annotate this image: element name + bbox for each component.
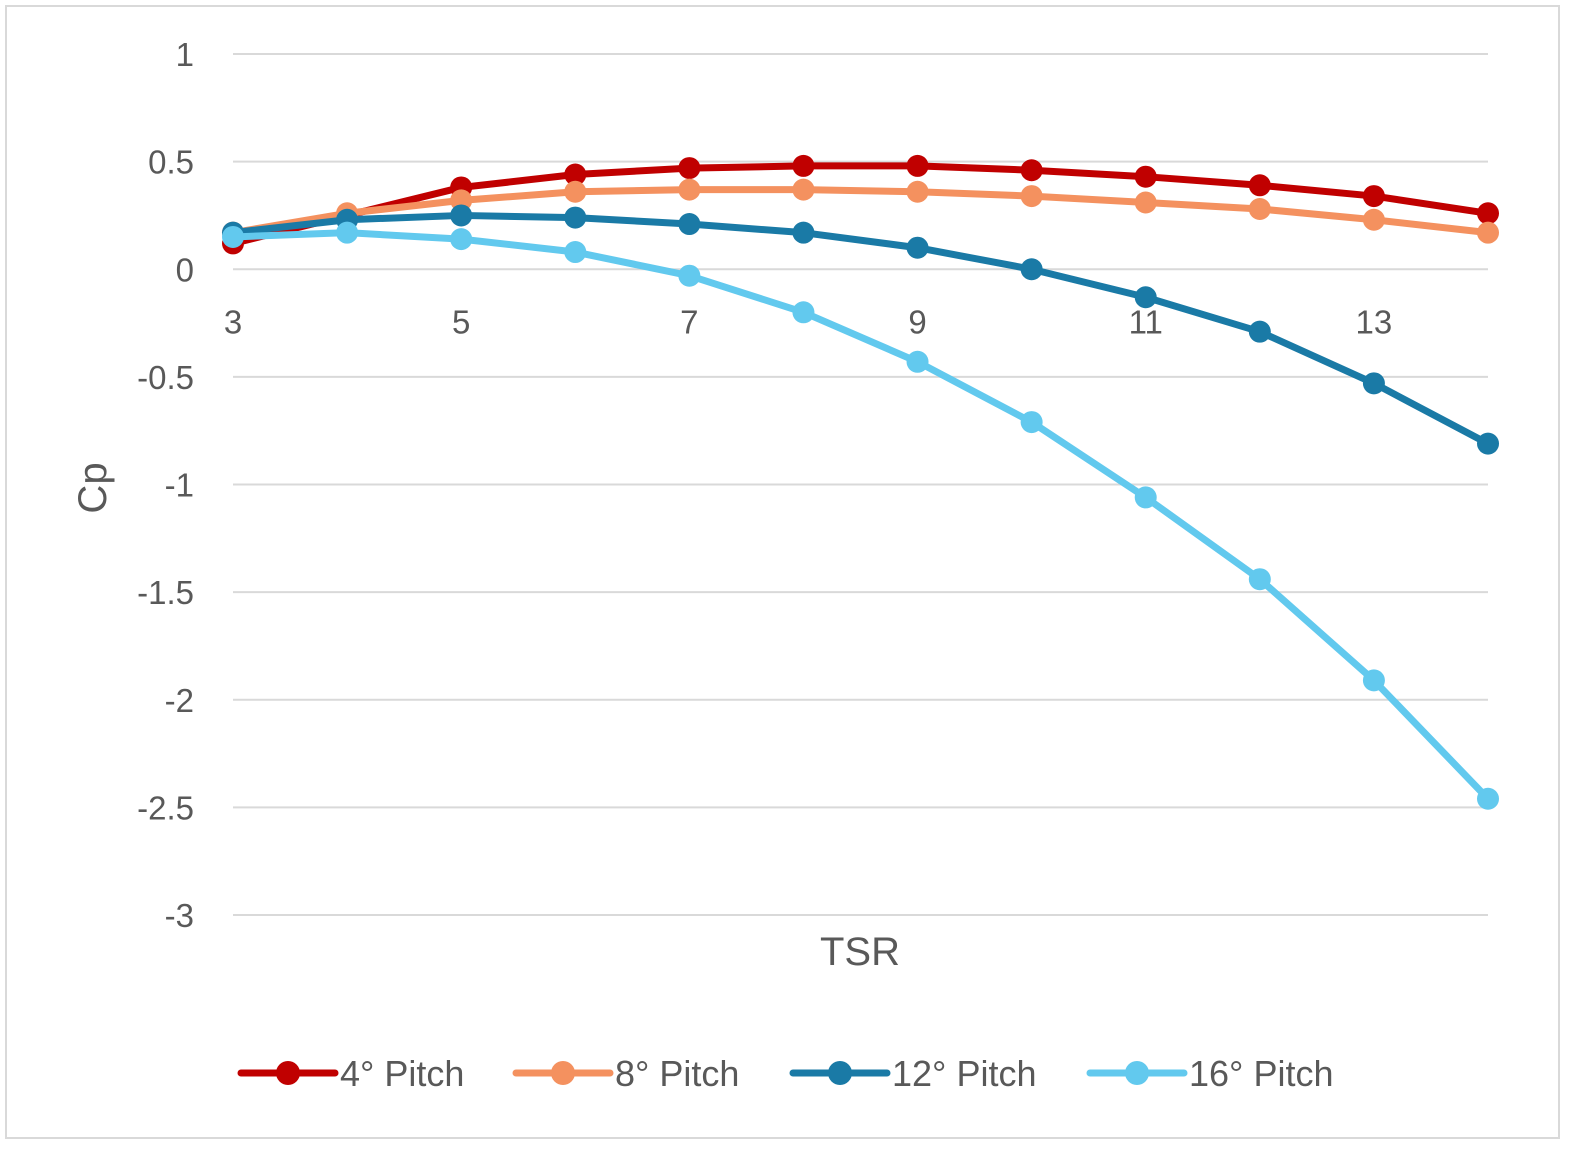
x-tick-label: 13 (1356, 303, 1393, 340)
x-axis-ticks: 3 5 7 9 11 13 (224, 303, 1392, 340)
data-point (678, 178, 701, 201)
data-point (906, 154, 929, 177)
data-point (1020, 159, 1043, 182)
data-point (222, 225, 244, 248)
data-point (1477, 202, 1499, 225)
data-point (1248, 174, 1271, 197)
data-point (564, 163, 587, 186)
legend-label: 16° Pitch (1189, 1053, 1333, 1094)
legend-marker-swatch (551, 1061, 575, 1085)
legend-label: 8° Pitch (615, 1053, 739, 1094)
data-point (678, 264, 701, 287)
data-point (678, 157, 701, 180)
series-line (229, 162, 1492, 247)
y-tick-label: -1.5 (137, 574, 194, 611)
series-4 (222, 221, 1499, 810)
data-point (792, 154, 815, 177)
data-point (1020, 258, 1043, 281)
series-line (229, 211, 1492, 448)
y-tick-label: -3 (165, 897, 194, 934)
y-tick-label: 1 (176, 36, 194, 73)
y-tick-label: -2 (165, 682, 194, 719)
data-point (564, 206, 587, 229)
data-point (1362, 372, 1385, 395)
legend-marker-swatch (1125, 1061, 1149, 1085)
x-axis-title: TSR (820, 930, 900, 974)
data-point (1477, 221, 1499, 244)
legend-marker-swatch (276, 1061, 300, 1085)
x-tick-label: 11 (1129, 303, 1163, 340)
legend: 4° Pitch 8° Pitch 12° Pitch 16° Pitch (237, 1053, 1333, 1094)
data-point (1477, 432, 1499, 455)
data-point (1362, 185, 1385, 208)
legend-item: 12° Pitch (789, 1053, 1036, 1094)
legend-marker-swatch (828, 1061, 852, 1085)
data-point (1134, 191, 1157, 214)
data-point (564, 180, 587, 203)
x-tick-label: 3 (224, 303, 242, 340)
chart-frame (5, 5, 1560, 1139)
data-point (450, 189, 473, 212)
data-point (906, 350, 929, 373)
data-point (792, 221, 815, 244)
x-tick-label: 5 (452, 303, 470, 340)
data-point (1134, 165, 1157, 188)
data-point (1362, 208, 1385, 231)
data-point (450, 204, 473, 227)
data-point (1020, 411, 1043, 434)
y-tick-label: -2.5 (137, 789, 194, 826)
x-tick-label: 7 (680, 303, 698, 340)
y-tick-label: 0 (176, 251, 194, 288)
data-point (1248, 320, 1271, 343)
data-point (906, 236, 929, 259)
series-3 (222, 204, 1499, 455)
series-line (229, 186, 1492, 237)
legend-item: 8° Pitch (512, 1053, 739, 1094)
y-tick-label: -0.5 (137, 359, 194, 396)
data-point (1248, 197, 1271, 220)
data-point (792, 178, 815, 201)
y-tick-label: -1 (165, 467, 194, 504)
series-line (229, 229, 1492, 803)
legend-item: 16° Pitch (1086, 1053, 1333, 1094)
legend-label: 4° Pitch (340, 1053, 464, 1094)
x-tick-label: 9 (908, 303, 926, 340)
data-point (336, 221, 359, 244)
data-point (906, 180, 929, 203)
gridlines (233, 53, 1488, 916)
legend-item: 4° Pitch (237, 1053, 464, 1094)
data-point (450, 228, 473, 251)
data-point (1134, 486, 1157, 509)
y-tick-label: 0.5 (148, 144, 194, 181)
y-axis-ticks: 1 0.5 0 -0.5 -1 -1.5 -2 -2.5 -3 (137, 36, 194, 934)
y-axis-title: Cp (71, 462, 115, 513)
legend-label: 12° Pitch (892, 1053, 1036, 1094)
data-point (1362, 669, 1385, 692)
series-lines (222, 154, 1499, 810)
data-point (1020, 185, 1043, 208)
data-point (792, 301, 815, 324)
data-point (678, 213, 701, 236)
data-point (1477, 787, 1499, 810)
data-point (564, 241, 587, 264)
data-point (1134, 286, 1157, 309)
data-point (1248, 568, 1271, 591)
